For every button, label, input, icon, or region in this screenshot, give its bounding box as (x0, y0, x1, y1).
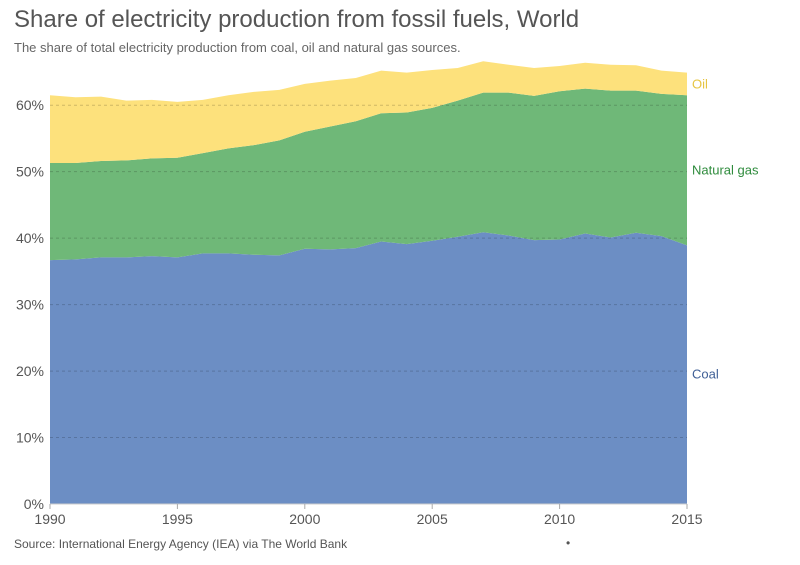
y-tick-label: 40% (16, 230, 44, 246)
x-tick-label: 1995 (162, 511, 193, 527)
y-tick-label: 20% (16, 363, 44, 379)
area-coal (50, 232, 687, 504)
area-oil (50, 61, 687, 163)
x-tick-label: 2005 (417, 511, 448, 527)
y-tick-label: 50% (16, 164, 44, 180)
series-label-oil: Oil (692, 77, 708, 92)
x-tick-label: 2000 (289, 511, 320, 527)
x-tick-label: 2010 (544, 511, 575, 527)
y-tick-label: 60% (16, 97, 44, 113)
series-label-natural-gas: Natural gas (692, 162, 759, 177)
footer-dot: • (566, 536, 571, 550)
chart-title: Share of electricity production from fos… (14, 6, 580, 33)
x-tick-label: 2015 (671, 511, 702, 527)
y-tick-label: 10% (16, 430, 44, 446)
series-label-coal: Coal (692, 367, 719, 382)
x-tick-label: 1990 (34, 511, 65, 527)
chart-subtitle: The share of total electricity productio… (14, 40, 461, 55)
y-tick-label: 30% (16, 297, 44, 313)
source-note: Source: International Energy Agency (IEA… (14, 537, 348, 551)
y-tick-label: 0% (24, 496, 44, 512)
area-natural-gas (50, 88, 687, 261)
